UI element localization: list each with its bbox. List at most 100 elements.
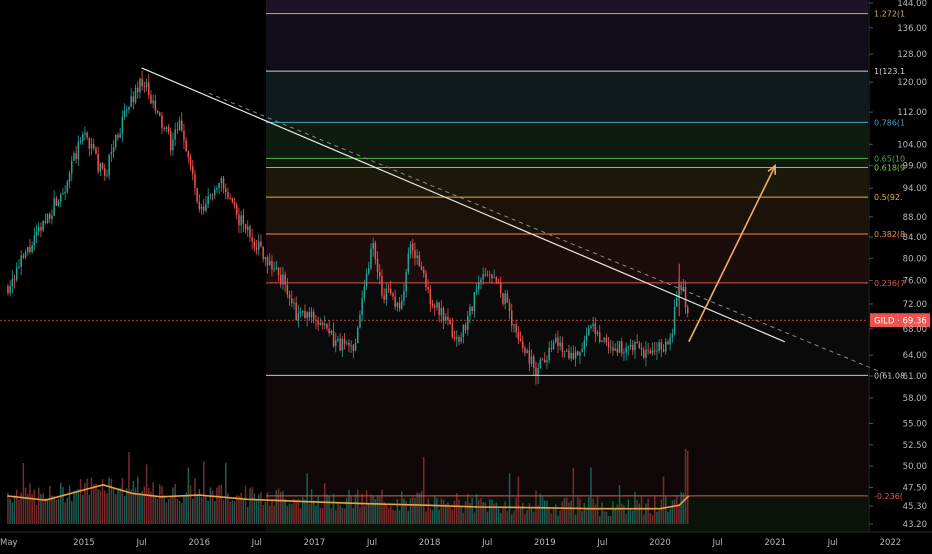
candle-body [376,258,379,273]
volume-bar [46,498,49,524]
candle-body [183,130,185,141]
price-tick-label: 45.30 [903,502,927,512]
volume-bar [445,504,447,524]
volume-bar [616,504,619,524]
candle-body [352,345,355,351]
candle-body [368,268,370,274]
volume-bar [319,507,322,524]
volume-bar [460,507,462,524]
volume-bar [317,496,319,524]
volume-bar [346,498,348,524]
volume-bar [687,450,689,524]
volume-bar [555,504,557,524]
volume-bar [594,504,597,524]
candle-body [645,349,647,358]
candle-body [407,253,410,273]
volume-bar [495,502,498,524]
candle-body [673,306,676,334]
volume-bar [40,493,42,524]
volume-bar [174,483,176,524]
trendline-dashed [208,92,891,377]
candle-body [438,302,440,315]
volume-bar [302,496,304,524]
candle-body [550,347,553,350]
volume-bar [363,505,366,524]
candle-body [88,137,91,149]
candle-body [449,320,451,325]
volume-bar [266,492,269,524]
candle-body [566,350,568,352]
candle-body [515,324,517,333]
candle-body [502,293,504,304]
price-tick-label: 128.00 [897,50,927,60]
volume-bar [277,488,280,524]
candle-body [379,272,381,277]
volume-bar [568,502,570,524]
candle-body [196,187,198,202]
candle-body [552,342,555,350]
candle-body [365,273,368,287]
candle-body [665,341,667,352]
candle-body [134,87,137,103]
volume-bar [471,497,473,524]
candle-body [324,323,326,325]
candle-body [649,350,652,354]
volume-bar [176,498,179,524]
candle-body [321,322,324,325]
volume-bar [414,498,416,524]
candle-body [359,314,361,328]
time-tick-label: 2021 [764,538,786,548]
volume-bar [313,500,315,524]
volume-bar [35,505,38,524]
candle-body [456,337,458,339]
candle-body [11,278,14,287]
volume-bar [132,480,135,524]
price-tick-label: 47.50 [903,483,927,493]
candle-body [104,168,106,176]
volume-bar [163,495,165,524]
volume-bar [332,493,335,524]
candle-body [178,120,181,131]
volume-bar [482,501,484,524]
candle-body [227,192,229,198]
candle-body [513,324,515,326]
candle-body [71,160,73,174]
volume-bar [108,477,110,524]
candle-body [528,350,531,364]
volume-bar [643,514,645,524]
candle-body [282,274,284,285]
candle-body [9,286,11,294]
volume-bar [90,477,93,524]
candle-body [185,140,187,152]
candle-body [671,333,674,338]
candle-body [500,283,502,294]
price-tick-label: 58.00 [903,394,927,404]
volume-bar [407,510,410,524]
volume-bar [640,496,643,524]
candle-body [546,360,548,363]
price-tick-label: 68.00 [903,325,927,335]
candle-body [504,293,506,304]
volume-bar [299,508,302,524]
candle-body [680,285,682,290]
candle-body [447,316,449,321]
candle-body [537,368,539,377]
candle-body [491,274,493,279]
candle-body [33,235,36,246]
candle-body [291,298,293,304]
volume-bar [541,495,544,524]
candle-body [165,127,168,130]
candle-body [24,251,27,258]
trendline-solid [141,67,786,343]
candle-body [66,181,69,192]
volume-bar [550,513,553,524]
time-tick-label: Jul [135,538,146,548]
candle-body [526,350,528,354]
volume-bar [537,504,539,524]
projection-arrow-head [767,164,777,175]
volume-bar [533,512,535,524]
candle-body [341,339,344,351]
volume-bar [275,490,278,524]
volume-bar [370,494,372,524]
candle-body [299,312,302,314]
